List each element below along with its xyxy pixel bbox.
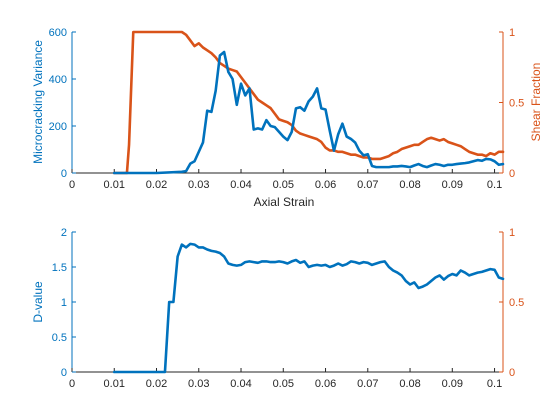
x-tick-label: 0.09: [442, 378, 463, 390]
x-tick-label: 0.06: [315, 378, 336, 390]
top-y-right-title: Shear Fraction: [529, 63, 543, 142]
x-tick-label: 0.03: [188, 378, 209, 390]
x-tick-label: 0.01: [104, 378, 125, 390]
x-tick-label: 0.08: [399, 179, 420, 191]
x-tick-label: 0.02: [146, 378, 167, 390]
y-left-tick-label: 600: [49, 27, 67, 39]
x-tick-label: 0: [69, 179, 75, 191]
y-right-tick-label: 0: [509, 367, 515, 379]
top-y-left-title: Microcracking Variance: [31, 40, 45, 164]
y-left-tick-label: 2: [61, 227, 67, 239]
x-tick-label: 0: [69, 378, 75, 390]
y-left-tick-label: 0.5: [52, 332, 67, 344]
y-left-tick-label: 1: [61, 297, 67, 309]
y-left-tick-label: 0: [61, 168, 67, 180]
x-tick-label: 0.07: [357, 378, 378, 390]
top-x-title: Axial Strain: [254, 195, 315, 209]
y-right-tick-label: 1: [509, 227, 515, 239]
x-tick-label: 0.1: [487, 179, 502, 191]
x-tick-label: 0.08: [399, 378, 420, 390]
x-tick-label: 0.05: [273, 378, 294, 390]
y-right-tick-label: 0: [509, 168, 515, 180]
bottom-y-left-title: D-value: [31, 281, 45, 323]
y-left-tick-label: 1.5: [52, 262, 67, 274]
y-left-tick-label: 200: [49, 121, 67, 133]
y-left-tick-label: 0: [61, 367, 67, 379]
x-tick-label: 0.01: [104, 179, 125, 191]
bottom-plot: D-value 0 0.01 0.02 0.03 0.04 0.05 0.06 0.07 0.0…: [31, 227, 524, 390]
y-left-tick-label: 400: [49, 74, 67, 86]
y-right-tick-label: 1: [509, 27, 515, 39]
x-tick-label: 0.09: [442, 179, 463, 191]
y-right-tick-label: 0.5: [509, 98, 524, 110]
x-tick-label: 0.04: [230, 378, 251, 390]
x-tick-label: 0.04: [230, 179, 251, 191]
series-line-left: [112, 50, 505, 175]
x-tick-label: 0.06: [315, 179, 336, 191]
series-line-right: [112, 30, 505, 175]
series-line-left: [112, 242, 505, 374]
x-tick-label: 0.02: [146, 179, 167, 191]
x-tick-label: 0.07: [357, 179, 378, 191]
top-plot: Microcracking Variance Shear Fraction Ax…: [31, 27, 543, 209]
x-tick-label: 0.1: [487, 378, 502, 390]
x-tick-label: 0.03: [188, 179, 209, 191]
x-tick-label: 0.05: [273, 179, 294, 191]
y-right-tick-label: 0.5: [509, 297, 524, 309]
